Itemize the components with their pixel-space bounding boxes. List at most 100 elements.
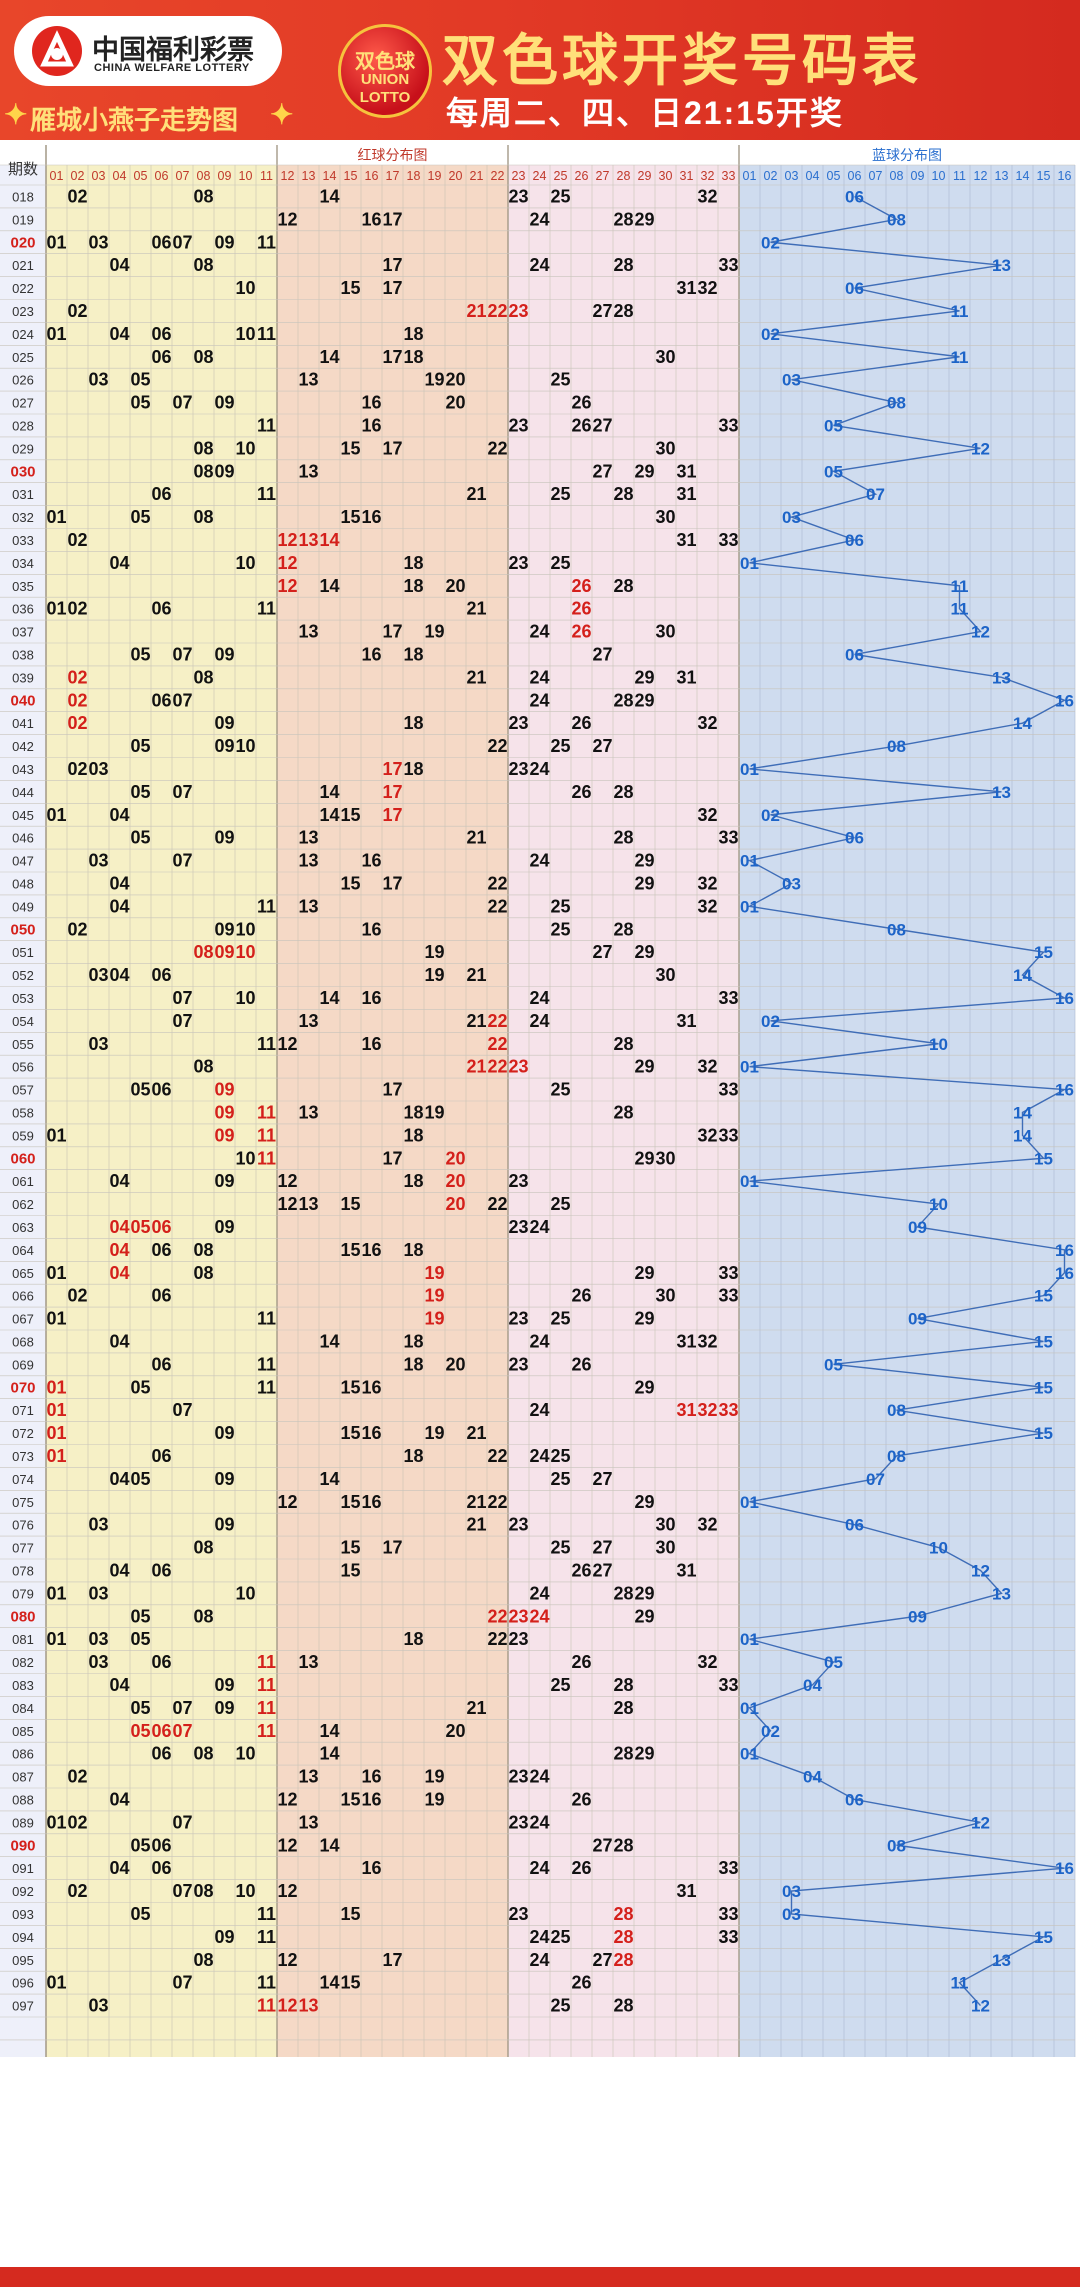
blue-ball-number: 16	[1055, 1859, 1074, 1878]
red-ball-number: 13	[298, 1194, 318, 1214]
red-ball-number: 09	[214, 1675, 234, 1695]
red-ball-number: 25	[550, 370, 570, 390]
blue-column-header: 03	[785, 169, 799, 183]
red-ball-number: 09	[214, 1698, 234, 1718]
red-ball-number: 09	[214, 919, 234, 939]
red-ball-number: 10	[235, 736, 255, 756]
red-ball-number: 13	[298, 1652, 318, 1672]
red-ball-number: 29	[634, 1606, 654, 1626]
blue-ball-number: 12	[971, 1561, 990, 1580]
red-ball-number: 18	[403, 553, 423, 573]
period-label: 088	[12, 1792, 34, 1807]
red-ball-number: 29	[634, 1377, 654, 1397]
red-ball-number: 12	[277, 553, 297, 573]
red-ball-number: 04	[109, 965, 129, 985]
red-ball-number: 03	[88, 851, 108, 871]
red-ball-number: 04	[109, 1469, 129, 1489]
red-ball-number: 08	[193, 942, 213, 962]
red-ball-number: 19	[424, 1767, 444, 1787]
red-ball-number: 10	[235, 919, 255, 939]
period-label: 063	[12, 1220, 34, 1235]
blue-ball-number: 02	[761, 233, 780, 252]
red-ball-number: 26	[571, 713, 591, 733]
red-ball-number: 12	[277, 209, 297, 229]
red-ball-number: 17	[382, 759, 402, 779]
red-ball-number: 21	[466, 1011, 486, 1031]
period-label: 039	[12, 670, 34, 685]
blue-ball-number: 06	[845, 187, 864, 206]
red-column-header: 07	[176, 169, 190, 183]
blue-ball-number: 03	[782, 508, 801, 527]
red-ball-number: 18	[403, 759, 423, 779]
red-ball-number: 18	[403, 324, 423, 344]
period-label: 086	[12, 1747, 34, 1762]
red-ball-number: 06	[151, 1858, 171, 1878]
blue-column-header: 07	[869, 169, 883, 183]
blue-ball-number: 15	[1034, 1928, 1053, 1947]
red-ball-number: 14	[319, 988, 339, 1008]
period-label: 059	[12, 1128, 34, 1143]
red-ball-number: 12	[277, 1950, 297, 1970]
logo-english-text: CHINA WELFARE LOTTERY	[94, 62, 250, 74]
red-ball-number: 28	[613, 1927, 633, 1947]
red-ball-number: 02	[67, 186, 87, 206]
period-label: 021	[12, 258, 34, 273]
red-ball-number: 33	[718, 1927, 738, 1947]
red-ball-number: 33	[718, 1125, 738, 1145]
red-ball-number: 11	[257, 1996, 276, 2016]
red-ball-number: 14	[319, 530, 339, 550]
red-ball-number: 07	[172, 644, 192, 664]
red-ball-number: 32	[697, 1057, 717, 1077]
red-ball-number: 01	[46, 324, 66, 344]
period-label: 076	[12, 1518, 34, 1533]
red-ball-number: 29	[634, 461, 654, 481]
red-ball-number: 18	[403, 1446, 423, 1466]
red-ball-number: 28	[613, 209, 633, 229]
red-ball-number: 33	[718, 1400, 738, 1420]
red-ball-number: 20	[445, 393, 465, 413]
red-ball-number: 23	[508, 553, 528, 573]
red-ball-number: 06	[151, 1835, 171, 1855]
red-ball-number: 29	[634, 1492, 654, 1512]
blue-ball-number: 04	[803, 1768, 822, 1787]
red-ball-number: 23	[508, 713, 528, 733]
red-ball-number: 31	[676, 1400, 696, 1420]
red-ball-number: 31	[676, 530, 696, 550]
red-ball-number: 04	[109, 896, 129, 916]
red-ball-number: 06	[151, 690, 171, 710]
red-ball-number: 19	[424, 1789, 444, 1809]
red-ball-number: 21	[466, 1423, 486, 1443]
footer-bar	[0, 2267, 1080, 2287]
red-ball-number: 24	[529, 690, 549, 710]
red-column-header: 02	[71, 169, 85, 183]
red-ball-number: 27	[592, 1560, 612, 1580]
red-ball-number: 03	[88, 759, 108, 779]
period-label: 048	[12, 876, 34, 891]
red-ball-number: 25	[550, 1194, 570, 1214]
red-ball-number: 01	[46, 1263, 66, 1283]
red-ball-number: 08	[193, 1538, 213, 1558]
red-ball-number: 14	[319, 186, 339, 206]
red-ball-number: 09	[214, 1125, 234, 1145]
red-ball-number: 11	[257, 1698, 276, 1718]
red-ball-number: 27	[592, 461, 612, 481]
red-ball-number: 29	[634, 1309, 654, 1329]
period-label: 025	[12, 350, 34, 365]
red-ball-number: 17	[382, 1538, 402, 1558]
red-ball-number: 14	[319, 1721, 339, 1741]
red-ball-number: 02	[67, 1767, 87, 1787]
red-ball-number: 16	[361, 988, 381, 1008]
red-ball-number: 19	[424, 942, 444, 962]
union-lotto-ball-logo: 双色球 UNION LOTTO	[338, 24, 432, 118]
red-ball-number: 31	[676, 1011, 696, 1031]
red-ball-number: 28	[613, 301, 633, 321]
red-ball-number: 04	[109, 1675, 129, 1695]
red-ball-number: 12	[277, 1194, 297, 1214]
blue-ball-number: 14	[1013, 1126, 1032, 1145]
red-ball-number: 21	[466, 965, 486, 985]
blue-ball-number: 11	[951, 348, 969, 367]
red-ball-number: 32	[697, 1331, 717, 1351]
red-ball-number: 29	[634, 851, 654, 871]
red-column-header: 16	[365, 169, 379, 183]
period-label: 096	[12, 1976, 34, 1991]
